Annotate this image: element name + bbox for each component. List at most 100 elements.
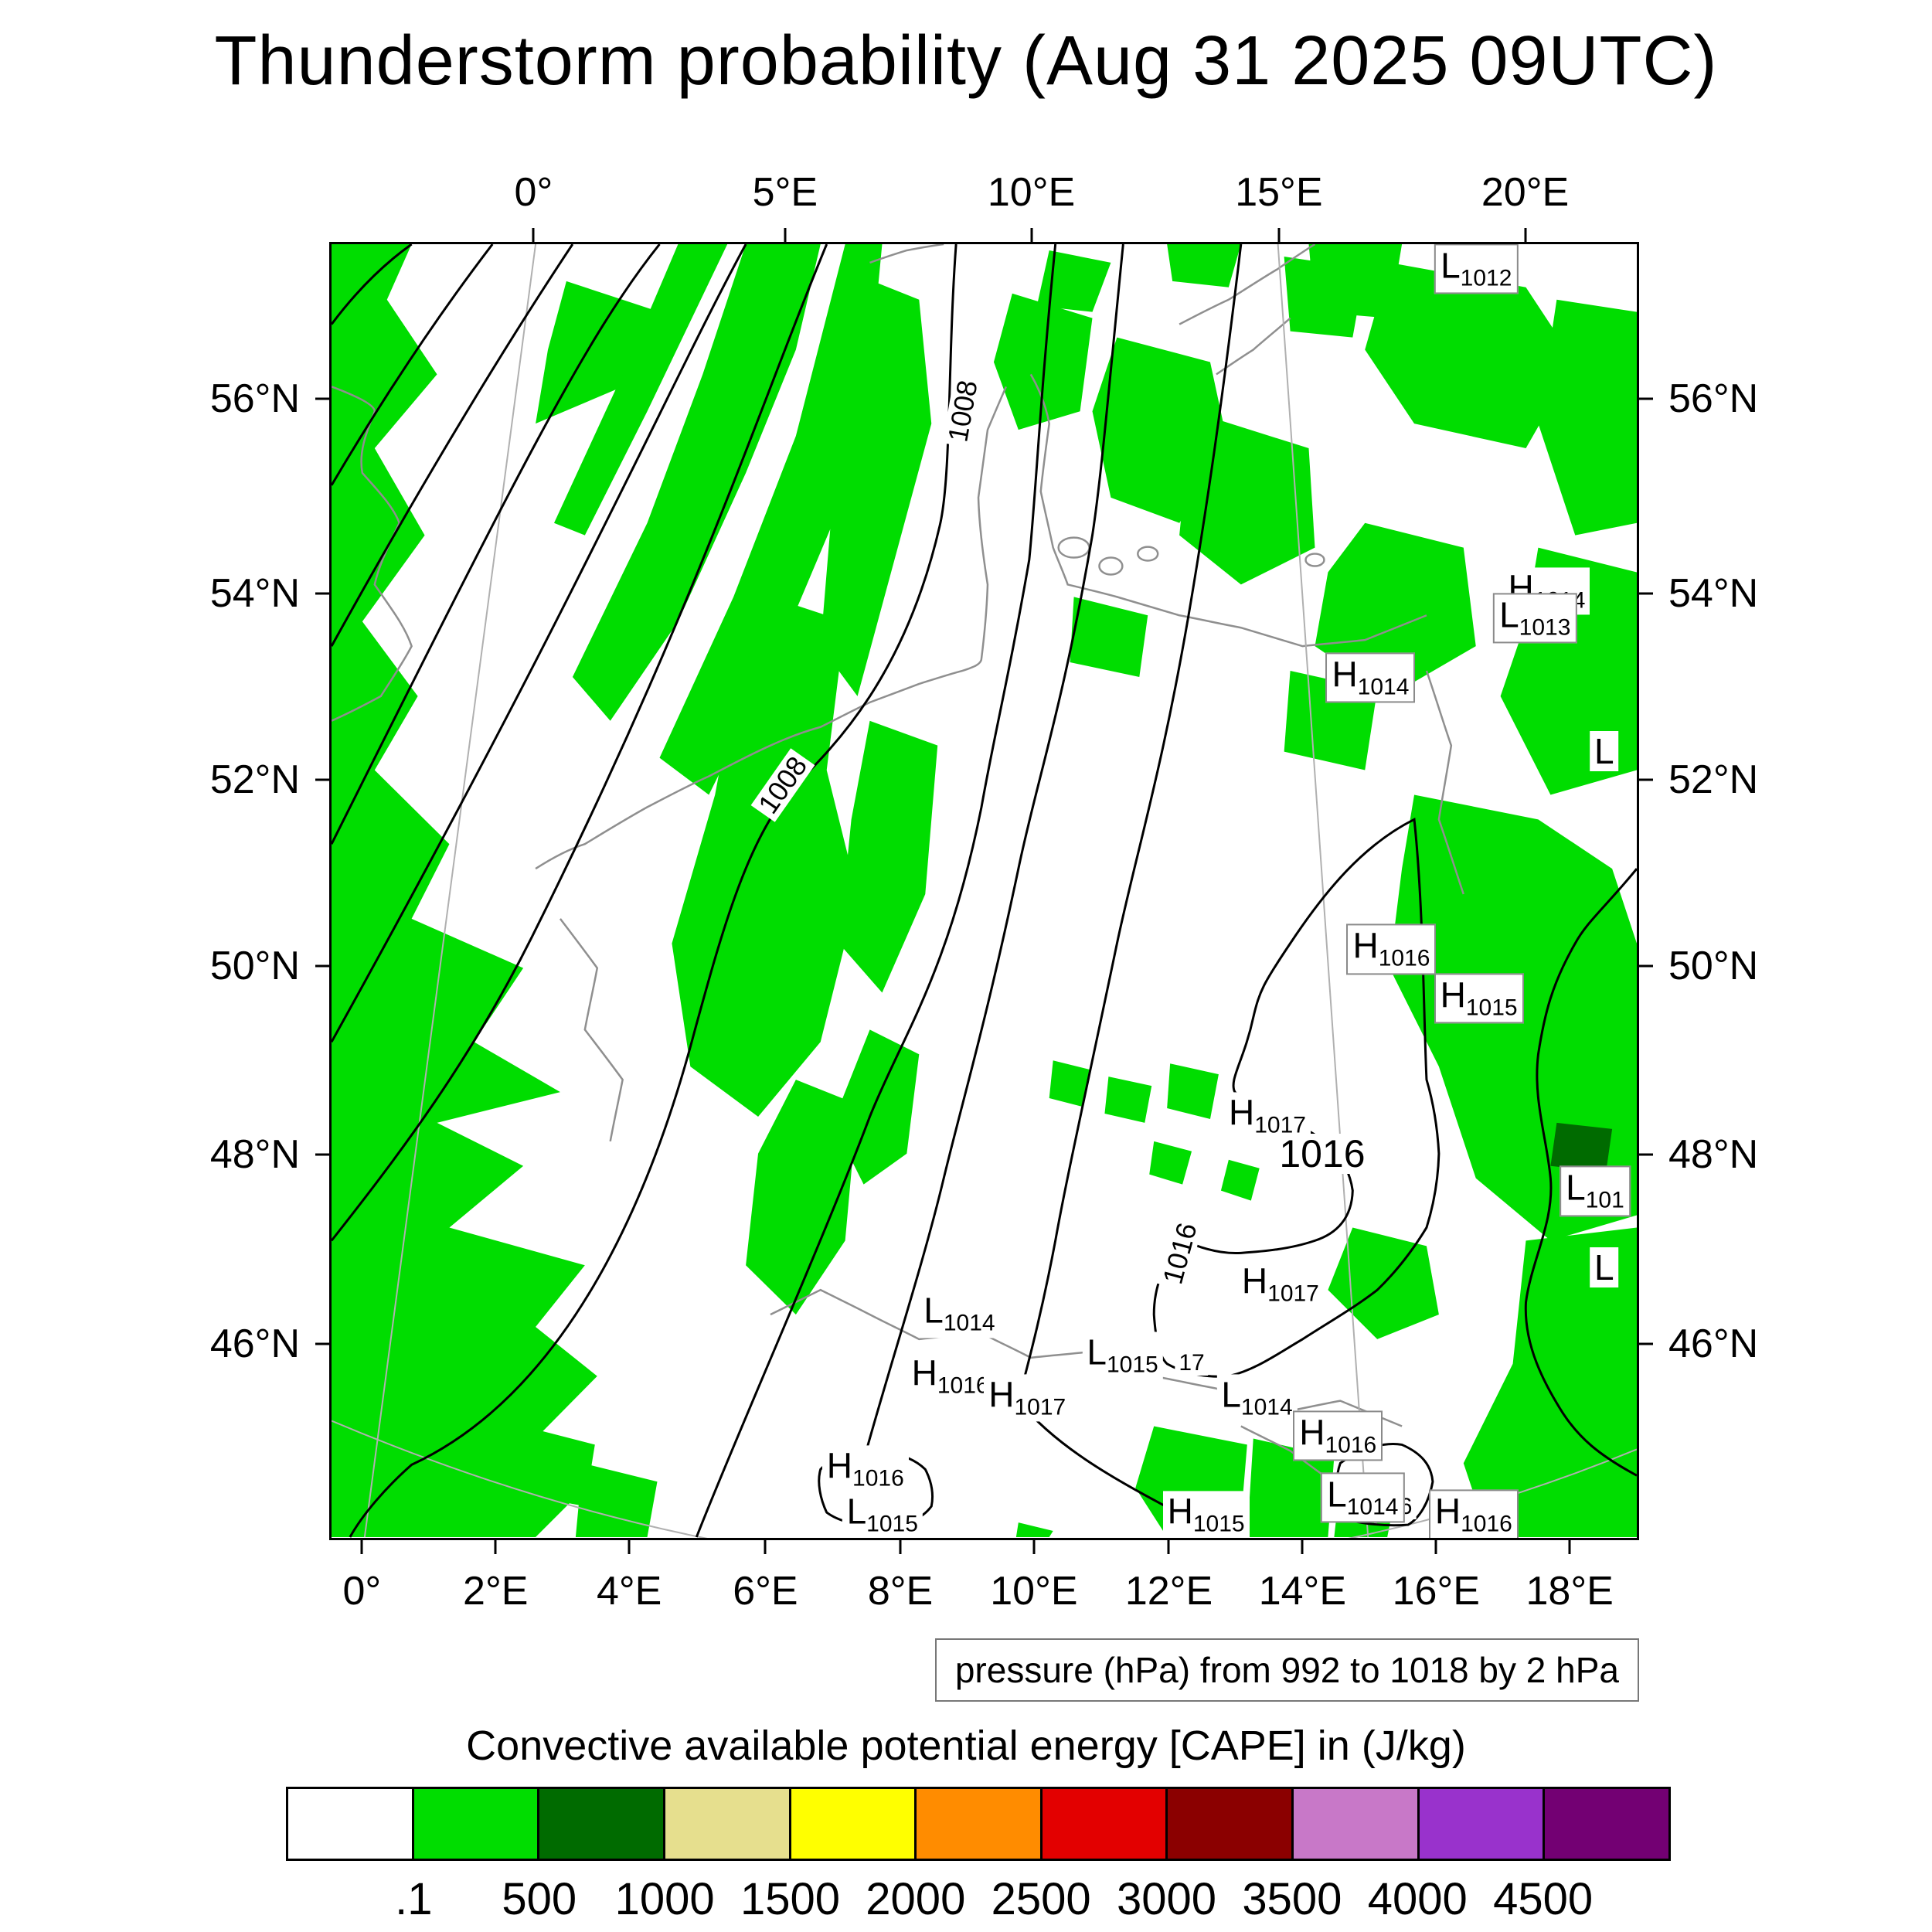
right-axis-tick xyxy=(1639,397,1653,400)
colorbar-segment-2 xyxy=(537,1789,663,1859)
pressure-center-H1014: H1014 xyxy=(1325,652,1416,703)
pressure-center-H1016: H1016 xyxy=(1346,923,1437,975)
cape-shading-darkgreen xyxy=(1550,1122,1613,1172)
bottom-axis-label: 2°E xyxy=(463,1569,529,1614)
pressure-center-H1016: H1016 xyxy=(1428,1489,1519,1538)
pressure-letter: L xyxy=(846,1491,867,1532)
top-axis-label: 15°E xyxy=(1235,170,1323,215)
pressure-center-H1017: H1017 xyxy=(1224,1092,1311,1140)
pressure-value: 1013 xyxy=(1519,614,1571,641)
colorbar-segment-1 xyxy=(411,1789,538,1859)
pressure-letter: L xyxy=(1566,1167,1586,1208)
colorbar-segment-0 xyxy=(288,1789,412,1859)
bottom-axis-tick xyxy=(1301,1540,1304,1554)
top-axis-tick xyxy=(1030,228,1033,242)
bottom-axis-label: 18°E xyxy=(1526,1569,1614,1614)
bottom-axis-tick xyxy=(360,1540,363,1554)
pressure-value: 1014 xyxy=(1240,1394,1293,1420)
pressure-letter: H xyxy=(1352,925,1379,966)
bottom-axis-tick xyxy=(899,1540,902,1554)
right-axis-label: 50°N xyxy=(1668,944,1759,989)
pressure-center-L1015: L1015 xyxy=(842,1491,923,1538)
left-axis-tick xyxy=(315,397,329,400)
bottom-axis-label: 0° xyxy=(342,1569,382,1614)
colorbar-segment-4 xyxy=(788,1789,915,1859)
map-panel: 1008100810161016176L1012H1014L1013H1014L… xyxy=(210,170,1758,1614)
map-plot-area: 1008100810161016176L1012H1014L1013H1014L… xyxy=(329,242,1639,1540)
pressure-letter: H xyxy=(1167,1491,1193,1532)
contour-label-17: 17 xyxy=(1175,1351,1209,1376)
pressure-center-L: L xyxy=(1589,731,1619,772)
pressure-center-L101: L101 xyxy=(1560,1165,1631,1216)
left-axis-tick xyxy=(315,592,329,595)
colorbar-tick-label: 4000 xyxy=(1367,1874,1468,1924)
left-axis-tick xyxy=(315,1342,329,1345)
right-axis-label: 52°N xyxy=(1668,757,1759,802)
pressure-center-L: L xyxy=(1589,1247,1619,1288)
colorbar-tick-label: 4500 xyxy=(1493,1874,1594,1924)
left-axis-tick xyxy=(315,1153,329,1156)
top-axis-tick xyxy=(1277,228,1281,242)
pressure-value: 1015 xyxy=(1192,1511,1245,1537)
right-axis-label: 48°N xyxy=(1668,1132,1759,1178)
bottom-axis-label: 6°E xyxy=(733,1569,798,1614)
pressure-value: 1014 xyxy=(1346,1494,1399,1520)
left-axis-tick xyxy=(315,778,329,781)
left-axis-tick xyxy=(315,964,329,968)
pressure-center-L1015: L1015 xyxy=(1082,1332,1163,1379)
right-axis-tick xyxy=(1639,1342,1653,1345)
pressure-center-H1016: H1016 xyxy=(821,1445,909,1493)
pressure-letter: L xyxy=(1440,245,1461,286)
top-axis-label: 0° xyxy=(514,170,553,215)
bottom-axis-tick xyxy=(764,1540,767,1554)
pressure-center-H1017: H1017 xyxy=(1236,1260,1324,1308)
colorbar-tick-label: 1000 xyxy=(614,1874,715,1924)
bottom-axis-tick xyxy=(494,1540,497,1554)
pressure-center-L1012: L1012 xyxy=(1434,244,1519,294)
pressure-value: 1016 xyxy=(852,1465,904,1492)
pressure-value: 1012 xyxy=(1460,265,1512,291)
top-axis-tick xyxy=(1524,228,1527,242)
left-axis-label: 48°N xyxy=(209,1132,300,1178)
pressure-value: 1016 xyxy=(937,1372,989,1399)
pressure-center-H1016: H1016 xyxy=(1293,1410,1383,1461)
colorbar-segment-6 xyxy=(1039,1789,1166,1859)
pressure-value: 1016 xyxy=(1461,1511,1512,1537)
pressure-letter: H xyxy=(1440,975,1466,1015)
left-axis-label: 56°N xyxy=(209,376,300,422)
colorbar-segment-3 xyxy=(662,1789,789,1859)
right-axis-tick xyxy=(1639,778,1653,781)
bottom-axis-tick xyxy=(1032,1540,1036,1554)
pressure-center-H1016: H1016 xyxy=(906,1352,994,1400)
colorbar-segment-7 xyxy=(1165,1789,1292,1859)
pressure-value: 1017 xyxy=(1014,1394,1066,1420)
pressure-value: 1017 xyxy=(1254,1112,1306,1138)
cape-colorbar xyxy=(286,1787,1671,1861)
top-axis-label: 5°E xyxy=(752,170,818,215)
pressure-value: 1016 xyxy=(1378,945,1430,971)
right-axis-tick xyxy=(1639,964,1653,968)
right-axis-tick xyxy=(1639,592,1653,595)
pressure-letter: H xyxy=(1229,1092,1255,1133)
pressure-value: 1014 xyxy=(943,1310,995,1336)
bottom-axis-tick xyxy=(628,1540,631,1554)
left-axis-label: 46°N xyxy=(209,1321,300,1367)
right-axis-label: 46°N xyxy=(1668,1321,1759,1367)
pressure-center-L1014: L1014 xyxy=(1321,1472,1405,1523)
bottom-axis-label: 12°E xyxy=(1124,1569,1213,1614)
colorbar-tick-label: 3000 xyxy=(1117,1874,1217,1924)
pressure-letter: L xyxy=(1594,1247,1614,1288)
pressure-letter: H xyxy=(826,1445,853,1486)
colorbar-tick-label: 1500 xyxy=(740,1874,840,1924)
pressure-caption: pressure (hPa) from 992 to 1018 by 2 hPa xyxy=(934,1638,1639,1702)
cape-colorbar-labels: .1 500 1000 1500 2000 2500 3000 3500 4000 4500 xyxy=(288,1873,1668,1927)
coastlines xyxy=(332,244,1464,1526)
colorbar-tick-label: 2000 xyxy=(866,1874,966,1924)
bottom-axis-label: 8°E xyxy=(867,1569,934,1614)
pressure-center-H1015: H1015 xyxy=(1162,1491,1250,1538)
pressure-letter: H xyxy=(1241,1260,1268,1301)
pressure-letter: H xyxy=(988,1374,1015,1415)
pressure-value: 101 xyxy=(1585,1187,1624,1213)
pressure-letter: L xyxy=(1221,1374,1241,1415)
